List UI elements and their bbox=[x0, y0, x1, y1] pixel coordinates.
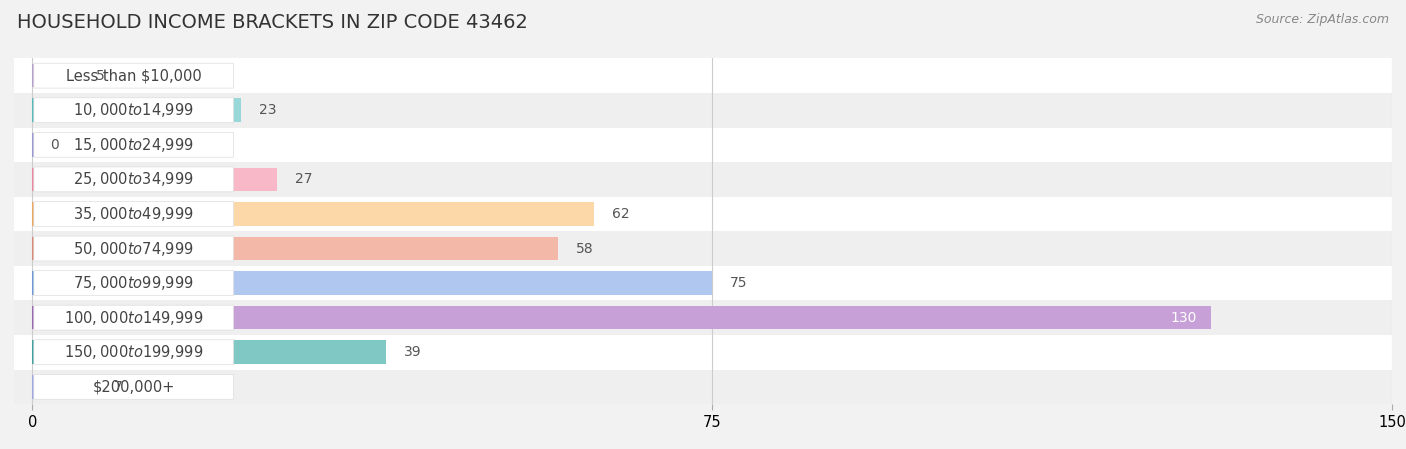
Bar bbox=[32, 64, 63, 88]
FancyBboxPatch shape bbox=[34, 167, 233, 192]
Text: 130: 130 bbox=[1171, 311, 1197, 325]
Text: $150,000 to $199,999: $150,000 to $199,999 bbox=[65, 343, 204, 361]
Text: $200,000+: $200,000+ bbox=[93, 379, 174, 394]
Bar bbox=[32, 237, 558, 260]
Text: 75: 75 bbox=[730, 276, 748, 290]
FancyBboxPatch shape bbox=[34, 98, 233, 123]
Bar bbox=[32, 167, 63, 191]
Bar bbox=[14, 93, 1392, 128]
Bar bbox=[32, 340, 63, 364]
Text: 27: 27 bbox=[295, 172, 312, 186]
Text: $35,000 to $49,999: $35,000 to $49,999 bbox=[73, 205, 194, 223]
Bar bbox=[14, 58, 1392, 93]
Text: 5: 5 bbox=[96, 69, 104, 83]
Text: 58: 58 bbox=[576, 242, 593, 255]
Text: Less than $10,000: Less than $10,000 bbox=[66, 68, 201, 83]
Text: $100,000 to $149,999: $100,000 to $149,999 bbox=[65, 308, 204, 327]
Bar bbox=[32, 271, 711, 295]
Bar bbox=[32, 237, 63, 260]
Bar bbox=[32, 375, 63, 399]
Text: 62: 62 bbox=[613, 207, 630, 221]
Text: $10,000 to $14,999: $10,000 to $14,999 bbox=[73, 101, 194, 119]
Bar bbox=[14, 266, 1392, 300]
Bar bbox=[14, 370, 1392, 404]
Bar bbox=[32, 98, 63, 122]
FancyBboxPatch shape bbox=[34, 305, 233, 330]
Bar bbox=[14, 335, 1392, 370]
Text: $15,000 to $24,999: $15,000 to $24,999 bbox=[73, 136, 194, 154]
Text: $75,000 to $99,999: $75,000 to $99,999 bbox=[73, 274, 194, 292]
FancyBboxPatch shape bbox=[34, 132, 233, 157]
Bar bbox=[32, 306, 1211, 330]
Bar bbox=[32, 306, 63, 330]
Bar bbox=[32, 64, 77, 88]
FancyBboxPatch shape bbox=[34, 236, 233, 261]
Text: 7: 7 bbox=[114, 380, 122, 394]
FancyBboxPatch shape bbox=[34, 340, 233, 365]
Bar bbox=[14, 231, 1392, 266]
Bar bbox=[32, 202, 63, 226]
Text: 23: 23 bbox=[259, 103, 277, 117]
Bar bbox=[14, 162, 1392, 197]
Bar bbox=[14, 300, 1392, 335]
Bar bbox=[32, 167, 277, 191]
Bar bbox=[32, 340, 385, 364]
Bar bbox=[14, 128, 1392, 162]
Text: HOUSEHOLD INCOME BRACKETS IN ZIP CODE 43462: HOUSEHOLD INCOME BRACKETS IN ZIP CODE 43… bbox=[17, 13, 527, 32]
Bar bbox=[32, 271, 63, 295]
FancyBboxPatch shape bbox=[34, 63, 233, 88]
Bar bbox=[32, 375, 96, 399]
Text: $50,000 to $74,999: $50,000 to $74,999 bbox=[73, 239, 194, 258]
FancyBboxPatch shape bbox=[34, 374, 233, 399]
Text: Source: ZipAtlas.com: Source: ZipAtlas.com bbox=[1256, 13, 1389, 26]
Bar bbox=[14, 197, 1392, 231]
FancyBboxPatch shape bbox=[34, 271, 233, 295]
Text: 0: 0 bbox=[51, 138, 59, 152]
FancyBboxPatch shape bbox=[34, 202, 233, 226]
Bar bbox=[32, 202, 595, 226]
Text: 39: 39 bbox=[404, 345, 422, 359]
Bar bbox=[32, 133, 63, 157]
Text: $25,000 to $34,999: $25,000 to $34,999 bbox=[73, 170, 194, 189]
Bar bbox=[32, 98, 240, 122]
